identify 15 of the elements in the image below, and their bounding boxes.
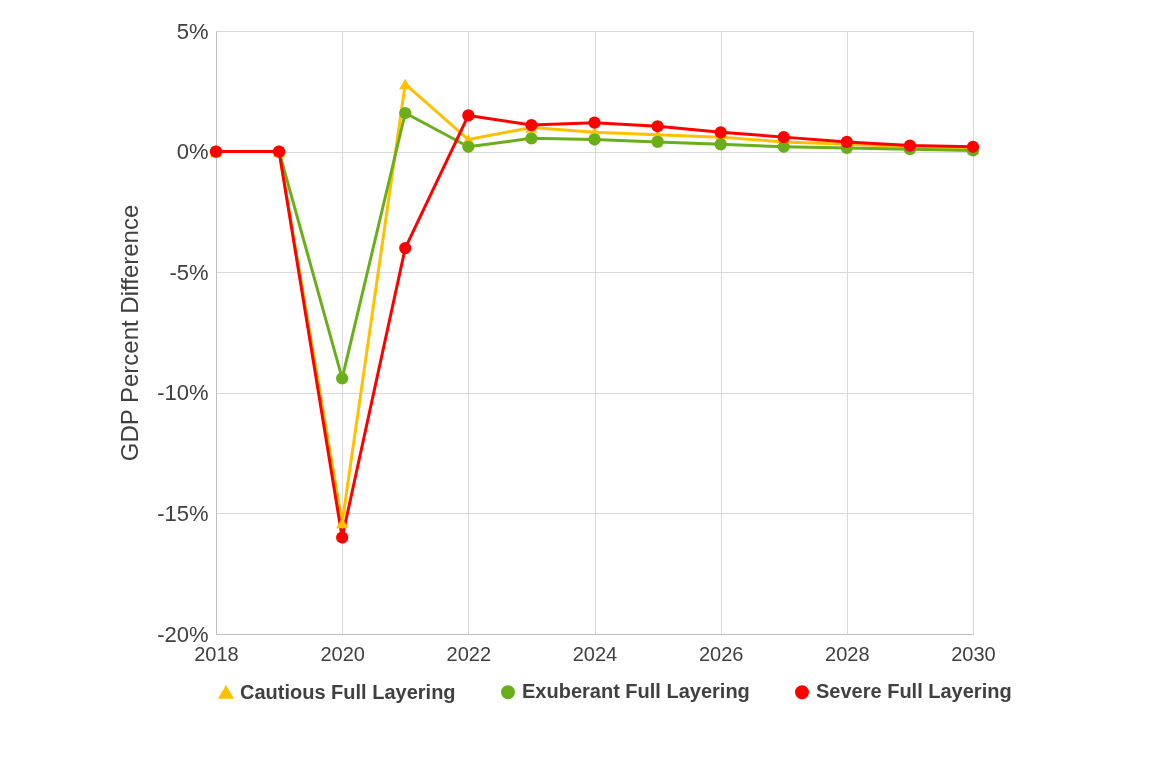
- x-tick-label: 2028: [825, 642, 870, 665]
- legend-label: Cautious Full Layering: [240, 680, 456, 703]
- y-tick-label: -15%: [157, 500, 209, 526]
- x-tick-label: 2024: [572, 642, 618, 665]
- x-tick-label: 2026: [698, 642, 744, 665]
- legend-label: Exuberant Full Layering: [522, 680, 750, 703]
- y-tick-label: -10%: [157, 380, 209, 406]
- y-tick-label: 5%: [176, 18, 209, 44]
- x-tick-label: 2020: [320, 642, 365, 665]
- x-tick-label: 2030: [951, 642, 996, 665]
- x-tick-label: 2022: [446, 642, 492, 665]
- legend-label: Severe Full Layering: [816, 680, 1012, 703]
- y-tick-label: 0%: [176, 139, 209, 165]
- y-tick-label: -5%: [169, 259, 209, 285]
- y-axis-title: GDP Percent Difference: [116, 204, 144, 462]
